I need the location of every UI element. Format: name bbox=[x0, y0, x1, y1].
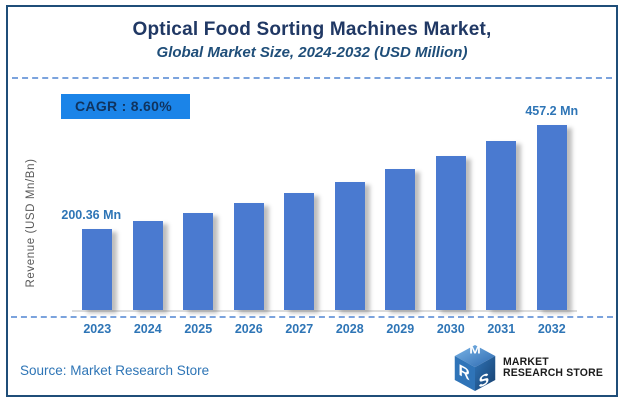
bar-column-2031 bbox=[476, 141, 527, 310]
brand-name: MARKET RESEARCH STORE bbox=[502, 355, 603, 380]
cagr-badge: CAGR : 8.60% bbox=[61, 94, 190, 119]
brand-name-line2: RESEARCH STORE bbox=[502, 367, 603, 379]
cube-letter-r: R bbox=[458, 360, 469, 384]
mrs-cube-logo-icon: M R S bbox=[454, 344, 495, 392]
bar-2031 bbox=[486, 141, 517, 310]
x-tick-2025: 2025 bbox=[184, 322, 213, 336]
bar-column-2029 bbox=[375, 169, 426, 310]
cube-right-face bbox=[474, 356, 495, 391]
bar-2030 bbox=[435, 156, 466, 310]
x-tick-2028: 2028 bbox=[335, 322, 364, 336]
x-tick-2027: 2027 bbox=[285, 322, 314, 336]
x-tick-2030: 2030 bbox=[436, 322, 465, 336]
bar-column-2030 bbox=[426, 156, 477, 310]
bar-2023 bbox=[82, 229, 113, 310]
bar-column-2027 bbox=[274, 193, 325, 310]
cube-letter-s: S bbox=[478, 369, 488, 392]
x-tick-2031: 2031 bbox=[487, 322, 516, 336]
bar-2025 bbox=[183, 213, 214, 310]
bar-2027 bbox=[284, 193, 315, 310]
bar-value-label-2023: 200.36 Mn bbox=[61, 208, 122, 222]
x-tick-2023: 2023 bbox=[83, 322, 112, 336]
cube-top-face bbox=[454, 345, 495, 368]
x-axis: 2023 2024 2025 2026 2027 2028 2029 2030 2031 2032 bbox=[72, 322, 577, 336]
page-title: Optical Food Sorting Machines Market, bbox=[132, 19, 492, 40]
y-axis-label: Revenue (USD Mn/Bn) bbox=[25, 158, 37, 288]
bar-column-2023: 200.36 Mn bbox=[61, 208, 123, 310]
chart-frame: Optical Food Sorting Machines Market, Gl… bbox=[6, 5, 618, 397]
baseline-dashed-divider bbox=[11, 316, 613, 318]
bar-2032 bbox=[536, 125, 567, 310]
x-tick-2032: 2032 bbox=[537, 322, 566, 336]
x-tick-2029: 2029 bbox=[386, 322, 415, 336]
cube-left-face bbox=[454, 356, 475, 391]
plot-area: 200.36 Mn 457.2 Mn bbox=[61, 104, 578, 312]
x-tick-2024: 2024 bbox=[133, 322, 162, 336]
cube-letter-m: M bbox=[469, 344, 480, 356]
bar-column-2025 bbox=[173, 213, 224, 310]
top-dashed-divider bbox=[12, 77, 612, 79]
bar-2028 bbox=[334, 182, 365, 310]
bar-2024 bbox=[132, 221, 163, 310]
bar-column-2028 bbox=[325, 182, 376, 310]
brand-name-line1: MARKET bbox=[502, 355, 549, 368]
x-tick-2026: 2026 bbox=[234, 322, 263, 336]
bar-2026 bbox=[233, 203, 264, 310]
page-subtitle: Global Market Size, 2024-2032 (USD Milli… bbox=[156, 44, 468, 61]
brand-logo: M R S MARKET RESEARCH STORE bbox=[452, 343, 608, 393]
bar-column-2032: 457.2 Mn bbox=[525, 104, 578, 310]
bar-value-label-2032: 457.2 Mn bbox=[525, 104, 579, 118]
bar-column-2024 bbox=[123, 221, 174, 310]
source-note: Source: Market Research Store bbox=[20, 363, 210, 378]
bar-column-2026 bbox=[224, 203, 275, 310]
bar-2029 bbox=[385, 169, 416, 310]
